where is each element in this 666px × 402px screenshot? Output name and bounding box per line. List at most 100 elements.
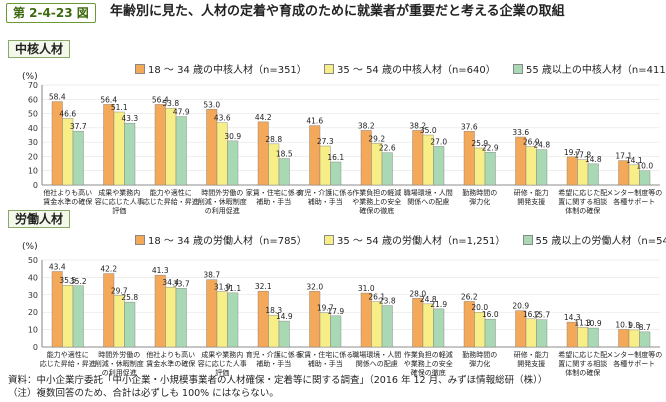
category-label: 職場環境・人間: [352, 350, 401, 359]
data-label: 24.8: [533, 141, 550, 150]
data-label: 17.9: [327, 307, 344, 316]
bar: [525, 318, 537, 348]
category-label: 削減・休暇制度: [95, 359, 144, 368]
data-label: 38.2: [358, 121, 375, 130]
bar: [72, 130, 84, 186]
panel-title-labor-talent: 労働人材: [8, 210, 71, 228]
y-tick-label: 50: [28, 110, 38, 119]
data-label: 14.9: [276, 312, 293, 321]
bar: [639, 170, 651, 186]
bar: [103, 273, 115, 348]
y-axis-unit: (%): [22, 72, 38, 82]
category-label: 応じた昇給・昇進: [40, 359, 96, 368]
category-label: 評価: [112, 206, 126, 215]
category-label: 成果や業務内: [98, 188, 140, 197]
bar: [175, 288, 187, 348]
category-label: 育児・介護に係る: [246, 350, 302, 359]
data-label: 38.7: [203, 271, 220, 280]
y-tick-label: 30: [28, 138, 38, 147]
category-label: 開発支援: [517, 197, 545, 206]
legend-labor-talent: 18 ～ 34 歳の労働人材（n=785） 35 ～ 54 歳の労働人材（n=1…: [135, 235, 666, 249]
legend-item: 18 ～ 34 歳の労働人材（n=785）: [135, 235, 307, 249]
category-label: や業務上の安全: [352, 197, 401, 206]
category-label: 研修・能力: [514, 188, 549, 197]
data-label: 38.2: [409, 121, 426, 130]
category-label: 成果や業務内: [201, 350, 243, 359]
category-label: 置に関する相談: [558, 359, 607, 368]
data-label: 27.0: [430, 137, 447, 146]
data-label: 34.4: [162, 278, 179, 287]
bar: [319, 312, 331, 348]
bar: [257, 290, 269, 348]
data-label: 25.9: [471, 139, 488, 148]
category-label: 他社よりも高い: [43, 188, 92, 197]
data-label: 47.9: [173, 108, 190, 117]
legend-item: 55 歳以上の中核人材（n=411）: [512, 64, 666, 78]
data-label: 16.1: [327, 153, 344, 162]
data-label: 37.7: [70, 122, 87, 131]
category-label: 弾力化: [469, 197, 490, 206]
data-label: 41.3: [152, 266, 169, 275]
data-label: 29.7: [111, 286, 128, 295]
category-label: 育児・介護に係る: [297, 188, 353, 197]
bar: [412, 130, 424, 186]
data-label: 18.5: [276, 150, 293, 159]
data-label: 44.2: [255, 113, 272, 122]
data-label: 43.6: [214, 114, 231, 123]
category-label: 補助・手当: [308, 359, 343, 368]
data-label: 14.1: [626, 156, 643, 165]
bar: [381, 152, 393, 186]
figure-number: 第 2-4-23 図: [6, 3, 96, 23]
data-label: 16.2: [523, 310, 540, 319]
y-tick-label: 70: [28, 81, 38, 90]
data-label: 56.4: [152, 95, 169, 104]
legend-swatch: [512, 64, 523, 74]
category-label: 関係への配慮: [407, 197, 449, 206]
source-note: 資料：中小企業庁委託「中小企業・小規模事業者の人材確保・定着等に関する調査」（2…: [8, 374, 658, 400]
legend-swatch: [135, 235, 145, 245]
category-label: 関係への配慮: [356, 359, 398, 368]
bar: [381, 305, 393, 348]
data-label: 32.1: [255, 282, 272, 291]
bar: [309, 291, 321, 348]
y-tick-label: 20: [28, 308, 38, 317]
bar: [536, 149, 548, 186]
category-label: 削減・休暇制度: [198, 197, 247, 206]
bar: [484, 318, 496, 348]
data-label: 22.6: [379, 144, 396, 153]
category-label: 確保の徹底: [411, 368, 446, 377]
bar: [278, 158, 290, 186]
legend-item: 35 ～ 54 歳の労働人材（n=1,251）: [323, 235, 506, 249]
data-label: 15.7: [533, 311, 550, 320]
y-tick-label: 10: [28, 326, 38, 335]
note-line: （注）複数回答のため、合計は必ずしも 100% にはならない。: [8, 388, 279, 399]
bar: [257, 121, 269, 186]
data-label: 14.3: [564, 313, 581, 322]
category-label: 希望に応じた配: [558, 350, 607, 359]
category-label: の利用促進: [205, 206, 240, 215]
category-label: 置に関する相談: [558, 197, 607, 206]
figure-header: 第 2-4-23 図 年齢別に見た、人材の定着や育成のために就業者が重要だと考え…: [0, 0, 666, 24]
data-label: 20.0: [471, 303, 488, 312]
category-label: 勤務時間の: [462, 350, 497, 359]
category-label: 補助・手当: [256, 197, 291, 206]
bar: [330, 161, 342, 186]
y-tick-label: 30: [28, 291, 38, 300]
bar: [587, 327, 599, 348]
y-tick-label: 40: [28, 124, 38, 133]
bar: [536, 319, 548, 348]
data-label: 33.6: [512, 128, 529, 137]
category-label: 各種サポート: [613, 359, 655, 368]
data-label: 35.5: [59, 276, 76, 285]
bar: [422, 303, 434, 348]
data-label: 37.6: [461, 122, 478, 131]
category-label: 作業負担の軽減: [404, 350, 453, 359]
bar: [577, 327, 589, 348]
y-tick-label: 60: [28, 95, 38, 104]
data-label: 24.8: [420, 295, 437, 304]
legend-label: 35 ～ 54 歳の労働人材（n=1,251）: [336, 236, 506, 247]
bar: [278, 320, 290, 348]
category-label: 他社よりも高い: [146, 350, 195, 359]
data-label: 53.8: [162, 99, 179, 108]
data-label: 10.9: [585, 319, 602, 328]
